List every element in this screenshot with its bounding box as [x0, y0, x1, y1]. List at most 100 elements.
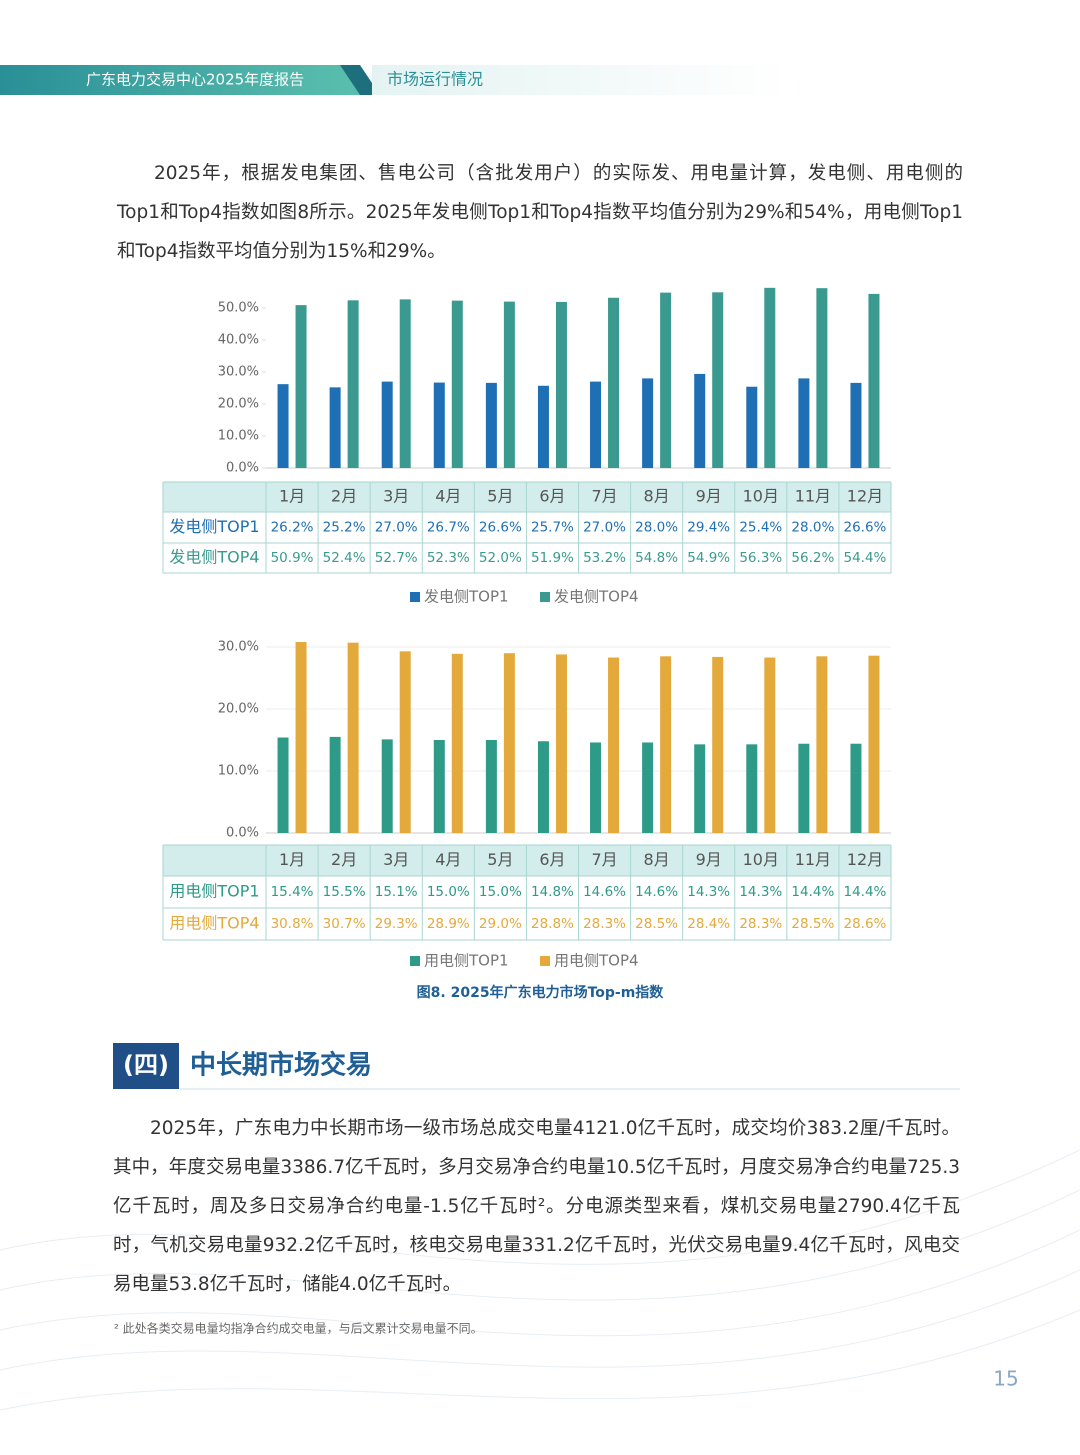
legend-label: 用电侧TOP1 [424, 952, 509, 970]
data-label: 14.3% [687, 884, 730, 900]
data-label: 27.0% [375, 520, 418, 536]
x-tick-label: 5月 [487, 850, 513, 869]
bar [295, 305, 307, 468]
legend-swatch [540, 592, 550, 602]
data-label: 28.0% [791, 520, 834, 536]
data-label: 14.6% [635, 884, 678, 900]
y-tick-label: 20.0% [218, 702, 259, 717]
bar [537, 741, 549, 833]
background-waves [0, 1149, 1080, 1411]
data-label: 28.0% [635, 520, 678, 536]
bar [798, 378, 810, 468]
section-badge [113, 1043, 179, 1089]
data-label: 28.3% [583, 916, 626, 932]
data-label: 28.6% [844, 916, 887, 932]
x-tick-label: 9月 [696, 487, 722, 506]
data-label: 52.0% [479, 550, 522, 566]
section-title: 中长期市场交易 [190, 1050, 372, 1081]
bar [399, 299, 411, 468]
row-label: 用电侧TOP4 [169, 914, 259, 933]
bar [694, 744, 706, 833]
x-tick-label: 8月 [644, 850, 670, 869]
x-tick-label: 3月 [383, 487, 409, 506]
bar [347, 300, 359, 468]
data-label: 25.7% [531, 520, 574, 536]
data-label: 14.4% [791, 884, 834, 900]
bar [608, 657, 620, 833]
bar [485, 382, 497, 468]
bar [850, 382, 862, 468]
bar [451, 653, 463, 833]
bar [746, 744, 758, 833]
x-tick-label: 2月 [331, 850, 357, 869]
x-tick-label: 4月 [435, 487, 461, 506]
data-label: 54.9% [687, 550, 730, 566]
data-label: 14.8% [531, 884, 574, 900]
header-report: 广东电力交易中心2025年度报告 [86, 71, 304, 89]
bar [555, 654, 567, 833]
table-header [163, 482, 891, 512]
data-label: 14.6% [583, 884, 626, 900]
x-tick-label: 8月 [644, 487, 670, 506]
bar [277, 737, 289, 833]
y-tick-label: 30.0% [218, 640, 259, 655]
bar [660, 292, 672, 468]
paragraph: 2025年，根据发电集团、售电公司（含批发用户）的实际发、用电量计算，发电侧、用… [117, 163, 963, 262]
bar [537, 385, 549, 468]
x-tick-label: 1月 [279, 487, 305, 506]
table-header [163, 845, 891, 876]
data-label: 15.0% [479, 884, 522, 900]
data-label: 15.4% [271, 884, 314, 900]
bar [381, 739, 393, 833]
y-tick-label: 0.0% [226, 826, 259, 841]
bar [503, 301, 515, 468]
header-section: 市场运行情况 [387, 70, 483, 89]
bar [590, 742, 602, 833]
bar [816, 656, 828, 833]
data-label: 51.9% [531, 550, 574, 566]
legend-swatch [410, 956, 420, 966]
x-tick-label: 11月 [795, 487, 831, 506]
paragraph: 2025年，广东电力中长期市场一级市场总成交电量4121.0亿千瓦时，成交均价3… [113, 1118, 960, 1295]
bar [694, 373, 706, 468]
x-tick-label: 12月 [847, 850, 883, 869]
data-label: 15.0% [427, 884, 470, 900]
data-label: 26.6% [479, 520, 522, 536]
bar [642, 742, 654, 833]
bar [485, 740, 497, 833]
bar [329, 736, 341, 833]
data-label: 28.8% [531, 916, 574, 932]
bar [590, 381, 602, 468]
data-label: 28.4% [687, 916, 730, 932]
data-label: 28.5% [635, 916, 678, 932]
x-tick-label: 6月 [539, 487, 565, 506]
y-tick-label: 50.0% [218, 301, 259, 316]
y-tick-label: 10.0% [218, 429, 259, 444]
x-tick-label: 6月 [539, 850, 565, 869]
x-tick-label: 10月 [743, 487, 779, 506]
data-label: 30.8% [271, 916, 314, 932]
bar [555, 301, 567, 468]
bar [850, 743, 862, 833]
bar [816, 288, 828, 468]
y-tick-label: 30.0% [218, 365, 259, 380]
bar [608, 297, 620, 468]
bar [399, 651, 411, 833]
x-tick-label: 1月 [279, 850, 305, 869]
bar [503, 653, 515, 833]
y-tick-label: 0.0% [226, 461, 259, 476]
data-label: 53.2% [583, 550, 626, 566]
bar [329, 387, 341, 468]
bar [347, 642, 359, 833]
legend-swatch [540, 956, 550, 966]
legend-label: 发电侧TOP4 [554, 588, 639, 606]
header-slash [340, 65, 380, 95]
data-label: 52.4% [323, 550, 366, 566]
row-label: 用电侧TOP1 [169, 882, 259, 901]
bar [746, 386, 758, 468]
data-label: 28.3% [739, 916, 782, 932]
legend-label: 发电侧TOP1 [424, 588, 509, 606]
data-label: 56.2% [791, 550, 834, 566]
data-label: 29.4% [687, 520, 730, 536]
